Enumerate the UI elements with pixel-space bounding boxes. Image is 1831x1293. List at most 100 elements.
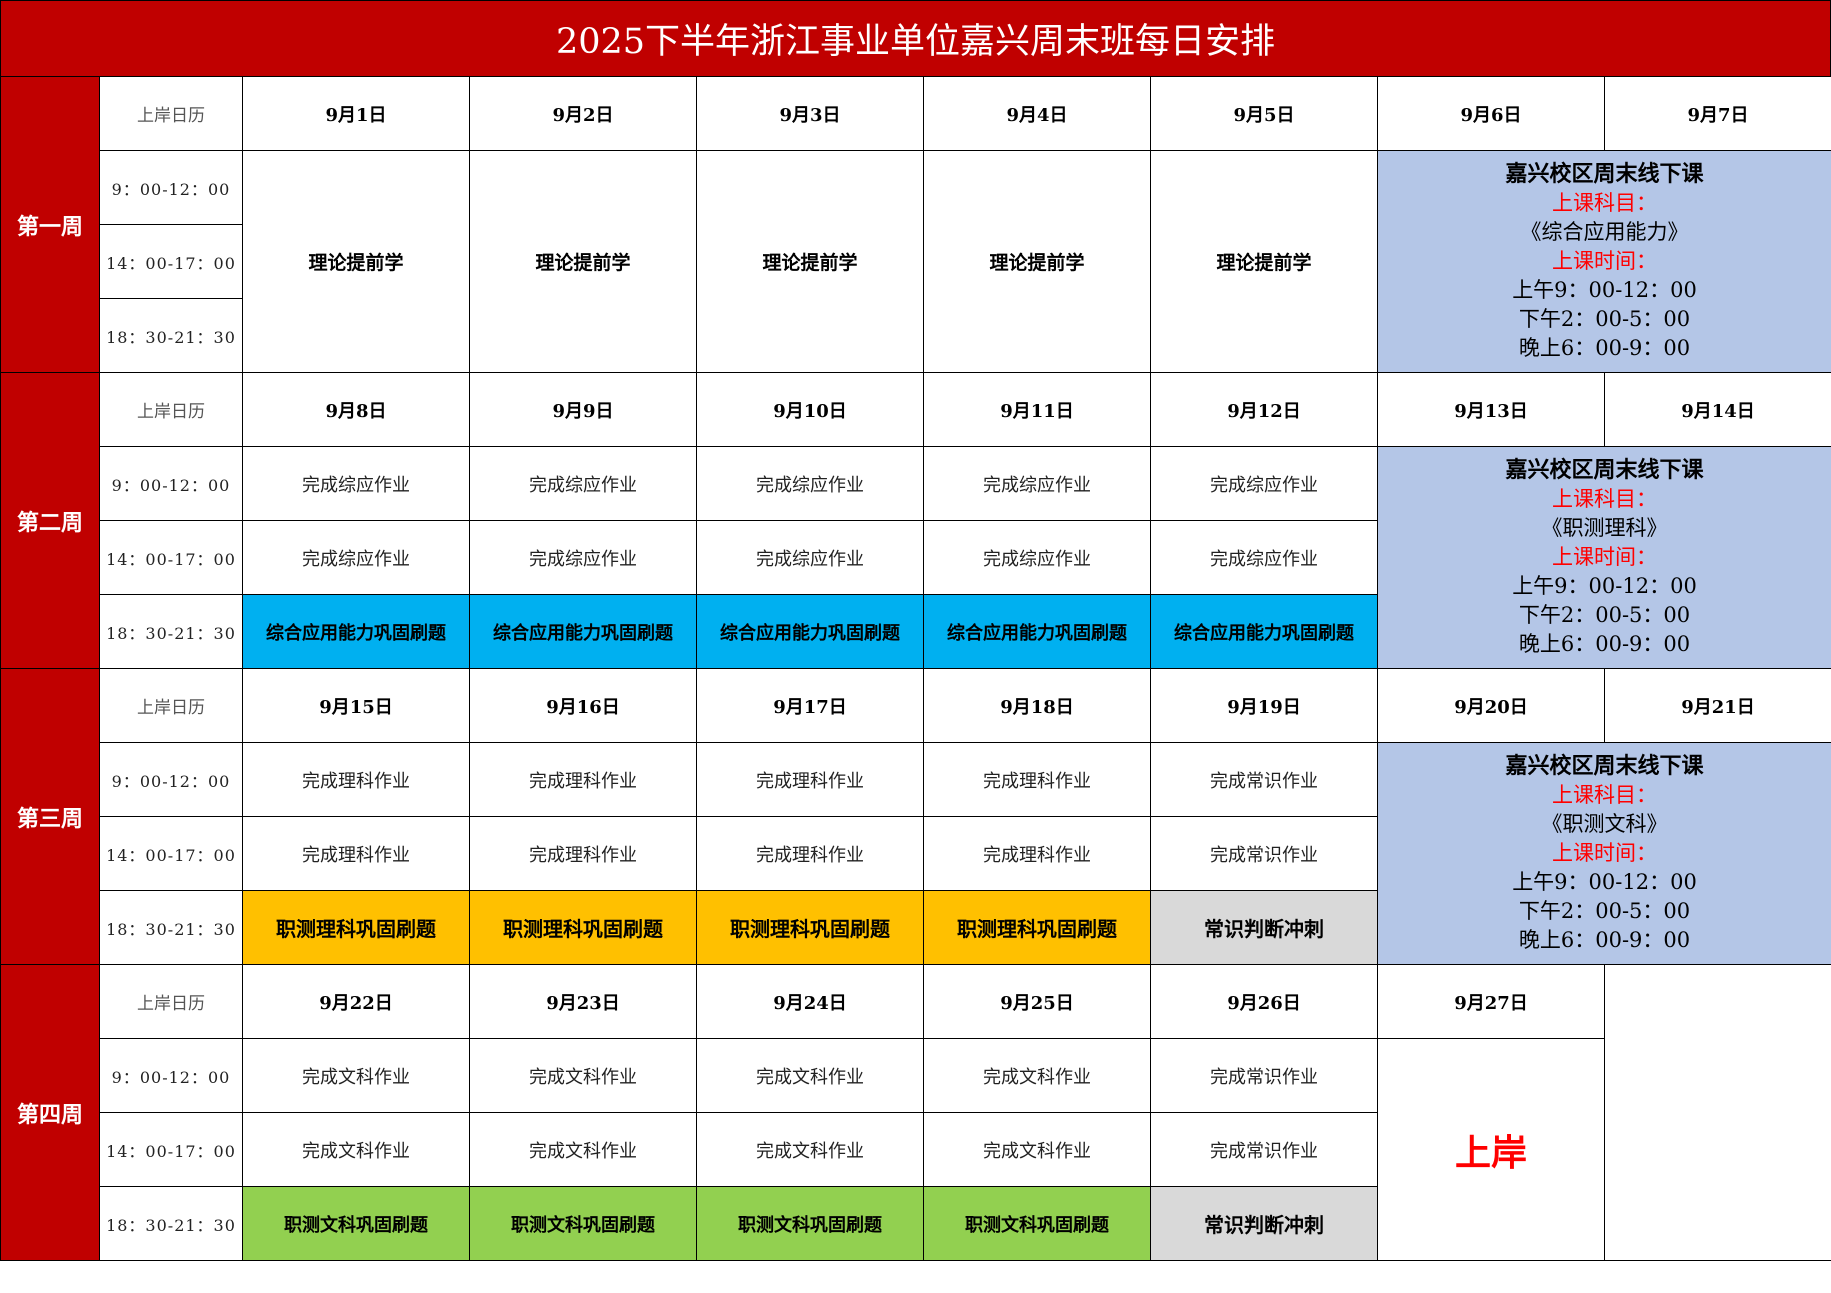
calendar-label: 上岸日历 xyxy=(99,964,243,1039)
task-cell: 完成综应作业 xyxy=(1150,520,1378,595)
time-slot-label: 18：30-21：30 xyxy=(99,594,243,669)
task-cell: 完成文科作业 xyxy=(242,1038,470,1113)
time-slot-row: 9：00-12：00 完成综应作业 完成综应作业 完成综应作业 完成综应作业 完成综应作业… xyxy=(1,446,1831,669)
time-slot-row: 14：00-17：00 完成理科作业 完成理科作业 完成理科作业 完成理科作业 完成常识作… xyxy=(1,816,1831,891)
class-time: 上午9：00-12：00 xyxy=(1512,278,1697,302)
time-slot-label: 9：00-12：00 xyxy=(99,742,243,817)
date-cell: 9月23日 xyxy=(469,964,697,1039)
class-time: 晚上6：00-9：00 xyxy=(1518,928,1691,952)
class-time: 晚上6：00-9：00 xyxy=(1518,632,1691,656)
task-cell: 综合应用能力巩固刷题 xyxy=(469,594,697,669)
date-cell: 9月7日 xyxy=(1604,76,1831,151)
time-slot-label: 14：00-17：00 xyxy=(99,224,243,299)
date-cell: 9月8日 xyxy=(242,372,470,447)
task-cell: 综合应用能力巩固刷题 xyxy=(1150,594,1378,669)
task-cell: 完成理科作业 xyxy=(469,816,697,891)
task-cell: 完成综应作业 xyxy=(469,520,697,595)
task-cell: 综合应用能力巩固刷题 xyxy=(696,594,924,669)
calendar-label: 上岸日历 xyxy=(99,372,243,447)
task-cell: 理论提前学 xyxy=(696,150,924,373)
date-cell: 9月9日 xyxy=(469,372,697,447)
class-time: 下午2：00-5：00 xyxy=(1518,307,1691,331)
subject-label: 上课科目： xyxy=(1552,191,1657,215)
date-cell: 9月6日 xyxy=(1377,76,1605,151)
date-cell: 9月1日 xyxy=(242,76,470,151)
task-cell: 理论提前学 xyxy=(1150,150,1378,373)
weekend-title: 嘉兴校区周末线下课 xyxy=(1505,753,1704,779)
date-cell: 9月24日 xyxy=(696,964,924,1039)
task-cell: 完成理科作业 xyxy=(696,816,924,891)
class-time: 晚上6：00-9：00 xyxy=(1518,336,1691,360)
task-cell: 理论提前学 xyxy=(469,150,697,373)
time-slot-row: 14：00-17：00 完成综应作业 完成综应作业 完成综应作业 完成综应作业 完成综应作… xyxy=(1,520,1831,595)
task-cell: 完成综应作业 xyxy=(469,446,697,521)
week-label: 第二周 xyxy=(0,372,100,669)
time-slot-row: 9：00-12：00 完成文科作业 完成文科作业 完成文科作业 完成文科作业 完成常识作业… xyxy=(1,1038,1831,1261)
task-cell: 职测文科巩固刷题 xyxy=(469,1186,697,1261)
week-label: 第四周 xyxy=(0,964,100,1261)
task-cell: 完成综应作业 xyxy=(1150,446,1378,521)
time-slot-row: 14：00-17：00 xyxy=(1,224,1831,299)
subject-name: 《职测文科》 xyxy=(1541,812,1668,836)
time-label: 上课时间： xyxy=(1552,545,1657,569)
subject-name: 《职测理科》 xyxy=(1541,516,1668,540)
task-cell: 完成文科作业 xyxy=(469,1112,697,1187)
page-title: 2025下半年浙江事业单位嘉兴周末班每日安排 xyxy=(0,0,1831,76)
task-cell: 完成常识作业 xyxy=(1150,742,1378,817)
time-slot-label: 9：00-12：00 xyxy=(99,446,243,521)
task-cell: 完成文科作业 xyxy=(923,1038,1151,1113)
time-slot-row: 9：00-12：00 理论提前学 理论提前学 理论提前学 理论提前学 理论提前学 嘉兴校区周… xyxy=(1,150,1831,373)
time-slot-row: 18：30-21：30 综合应用能力巩固刷题 综合应用能力巩固刷题 综合应用能力巩固刷… xyxy=(1,594,1831,669)
date-cell: 9月15日 xyxy=(242,668,470,743)
date-cell: 9月13日 xyxy=(1377,372,1605,447)
week-date-row: 第二周 上岸日历 9月8日 9月9日 9月10日 9月11日 9月12日 9月13日 9月14日 xyxy=(0,372,1831,669)
date-cell: 9月5日 xyxy=(1150,76,1378,151)
date-cell: 9月14日 xyxy=(1604,372,1831,447)
time-slot-label: 18：30-21：30 xyxy=(99,1186,243,1261)
task-cell: 职测理科巩固刷题 xyxy=(469,890,697,965)
weekend-class-block: 嘉兴校区周末线下课 上课科目： 《综合应用能力》 上课时间： 上午9：00-12：00 下… xyxy=(1377,150,1831,373)
task-cell: 职测理科巩固刷题 xyxy=(696,890,924,965)
date-cell: 9月25日 xyxy=(923,964,1151,1039)
goal-cell: 上岸 xyxy=(1377,1038,1605,1261)
date-cell: 9月18日 xyxy=(923,668,1151,743)
week-date-row: 第一周 上岸日历 9月1日 9月2日 9月3日 9月4日 9月5日 9月6日 9月7日 xyxy=(0,76,1831,373)
task-cell: 完成常识作业 xyxy=(1150,1112,1378,1187)
time-slot-label: 14：00-17：00 xyxy=(99,816,243,891)
task-cell: 职测文科巩固刷题 xyxy=(696,1186,924,1261)
task-cell: 完成理科作业 xyxy=(923,742,1151,817)
date-cell: 9月20日 xyxy=(1377,668,1605,743)
date-cell: 9月26日 xyxy=(1150,964,1378,1039)
time-slot-row: 18：30-21：30 xyxy=(1,298,1831,373)
date-cell: 9月12日 xyxy=(1150,372,1378,447)
week-date-row: 第三周 上岸日历 9月15日 9月16日 9月17日 9月18日 9月19日 9月20日 9月2… xyxy=(0,668,1831,965)
task-cell: 综合应用能力巩固刷题 xyxy=(242,594,470,669)
task-cell: 完成综应作业 xyxy=(696,520,924,595)
class-time: 下午2：00-5：00 xyxy=(1518,603,1691,627)
task-cell: 完成综应作业 xyxy=(242,446,470,521)
task-cell: 完成文科作业 xyxy=(469,1038,697,1113)
task-cell: 完成文科作业 xyxy=(696,1038,924,1113)
date-cell: 9月17日 xyxy=(696,668,924,743)
task-cell: 完成理科作业 xyxy=(242,742,470,817)
week-label: 第一周 xyxy=(0,76,100,373)
time-slot-label: 18：30-21：30 xyxy=(99,890,243,965)
task-cell: 常识判断冲刺 xyxy=(1150,1186,1378,1261)
time-slot-row: 18：30-21：30 职测理科巩固刷题 职测理科巩固刷题 职测理科巩固刷题 职测理科巩… xyxy=(1,890,1831,965)
time-slot-label: 14：00-17：00 xyxy=(99,520,243,595)
schedule-table: 第一周 上岸日历 9月1日 9月2日 9月3日 9月4日 9月5日 9月6日 9月7日 9：00-… xyxy=(0,76,1831,1261)
task-cell: 职测文科巩固刷题 xyxy=(242,1186,470,1261)
class-time: 下午2：00-5：00 xyxy=(1518,899,1691,923)
time-slot-label: 9：00-12：00 xyxy=(99,150,243,225)
time-slot-row: 18：30-21：30 职测文科巩固刷题 职测文科巩固刷题 职测文科巩固刷题 职测文科巩… xyxy=(1,1186,1831,1261)
date-cell: 9月11日 xyxy=(923,372,1151,447)
class-time: 上午9：00-12：00 xyxy=(1512,574,1697,598)
date-cell: 9月3日 xyxy=(696,76,924,151)
weekend-class-block: 嘉兴校区周末线下课 上课科目： 《职测文科》 上课时间： 上午9：00-12：00 下午2… xyxy=(1377,742,1831,965)
task-cell: 完成常识作业 xyxy=(1150,816,1378,891)
time-label: 上课时间： xyxy=(1552,249,1657,273)
week-date-row: 第四周 上岸日历 9月22日 9月23日 9月24日 9月25日 9月26日 9月27日 xyxy=(0,964,1831,1261)
task-cell: 常识判断冲刺 xyxy=(1150,890,1378,965)
calendar-label: 上岸日历 xyxy=(99,76,243,151)
date-cell: 9月22日 xyxy=(242,964,470,1039)
